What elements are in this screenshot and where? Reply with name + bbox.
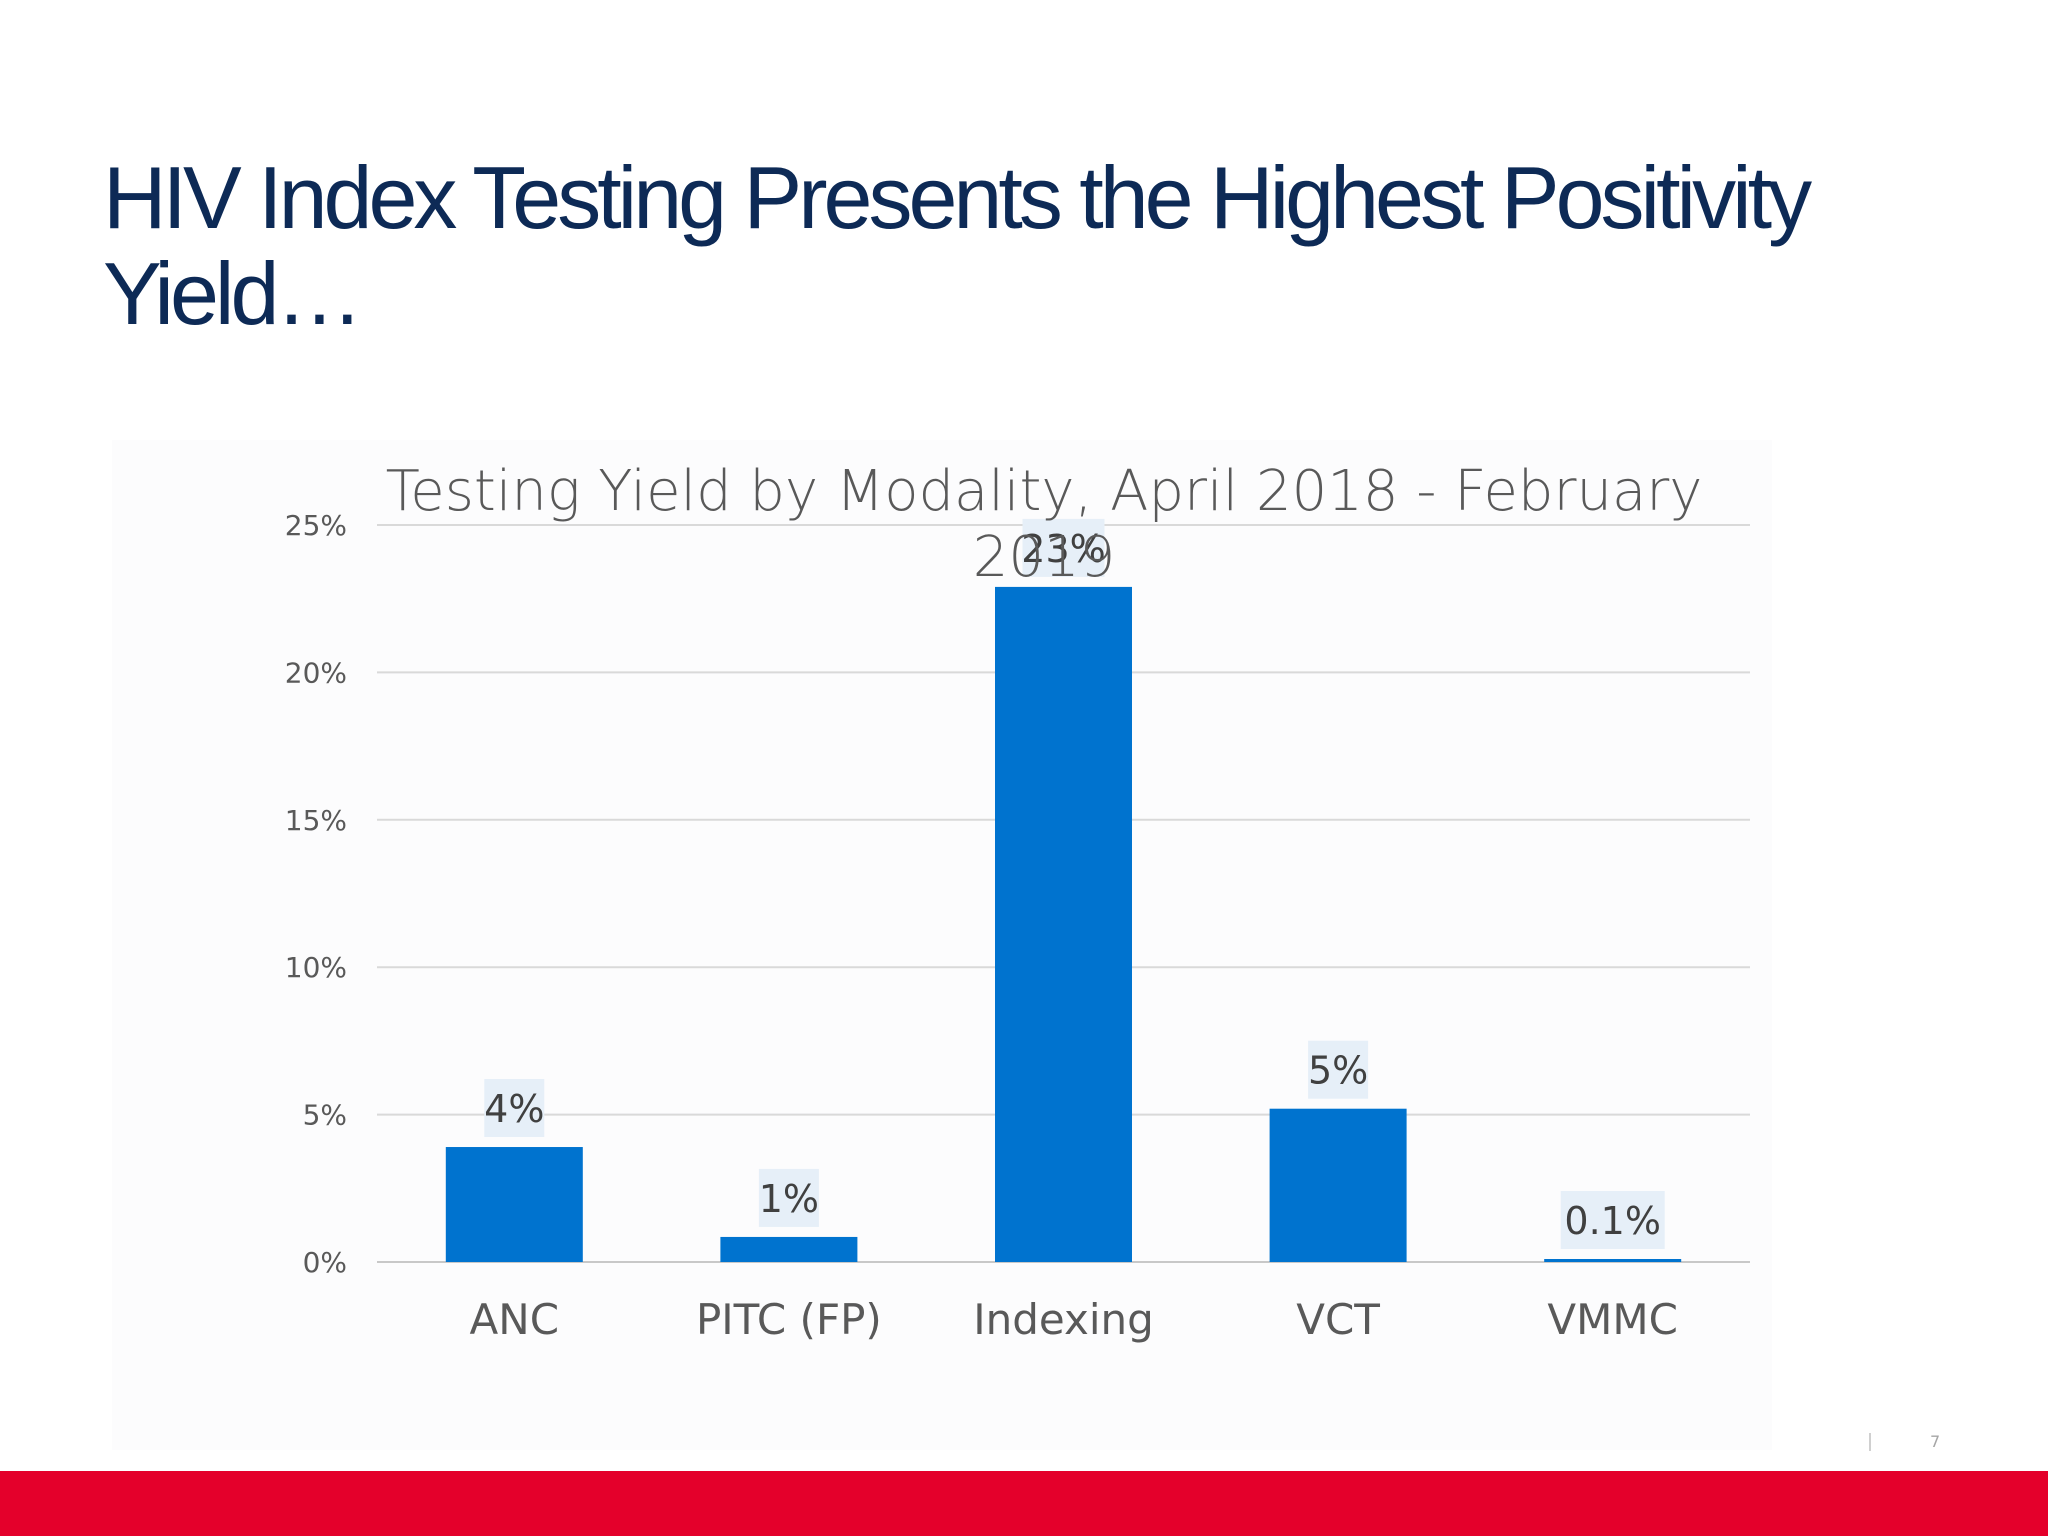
data-label-background xyxy=(1308,1040,1369,1099)
y-tick-label: 10% xyxy=(285,951,347,984)
x-tick-label: ANC xyxy=(470,1295,559,1344)
footer-bar xyxy=(0,1471,2048,1536)
data-label-background xyxy=(1560,1191,1665,1249)
bar-chart: 0% 5% 10% 15% 20% 25% ANC PITC (FP) Indexing VCT… xyxy=(285,459,1750,1344)
data-label-background xyxy=(758,1168,819,1227)
bar xyxy=(445,1147,583,1262)
y-tick-label: 0% xyxy=(303,1246,347,1279)
x-tick-label: VCT xyxy=(1296,1295,1380,1344)
data-label: 0.1% xyxy=(1564,1199,1661,1243)
y-tick-label: 5% xyxy=(303,1099,347,1132)
page-number-divider xyxy=(1869,1433,1871,1451)
bar xyxy=(720,1236,858,1262)
bar xyxy=(995,586,1132,1262)
y-tick-label: 15% xyxy=(285,804,347,837)
bar xyxy=(1269,1108,1407,1262)
page-number: 7 xyxy=(1930,1432,1941,1451)
chart-title-line: Testing Yield by Modality, April 2018 - … xyxy=(386,459,1703,524)
data-labels: 4% 1% 23% 5% 0.1% xyxy=(484,518,1665,1249)
slide-title: HIV Index Testing Presents the Highest P… xyxy=(103,148,1812,343)
chart-panel: 0% 5% 10% 15% 20% 25% ANC PITC (FP) Indexing VCT… xyxy=(112,440,1772,1450)
data-label: 4% xyxy=(484,1087,544,1131)
y-tick-label: 25% xyxy=(285,509,347,542)
x-tick-label: Indexing xyxy=(973,1295,1154,1344)
bar xyxy=(1544,1259,1682,1262)
y-tick-label: 20% xyxy=(285,656,347,689)
x-tick-label: PITC (FP) xyxy=(696,1295,882,1344)
data-label-background xyxy=(484,1079,545,1138)
data-label: 23% xyxy=(1021,527,1105,571)
data-label-background xyxy=(1022,518,1105,577)
y-axis-ticks: 0% 5% 10% 15% 20% 25% xyxy=(285,509,347,1279)
data-label: 5% xyxy=(1308,1049,1368,1093)
chart-title: Testing Yield by Modality, April 2018 - … xyxy=(386,459,1703,590)
data-label: 1% xyxy=(759,1177,819,1221)
x-tick-label: VMMC xyxy=(1547,1295,1678,1344)
x-axis-ticks: ANC PITC (FP) Indexing VCT VMMC xyxy=(470,1295,1678,1344)
chart-title-line: 2019 xyxy=(973,525,1116,590)
bars xyxy=(445,586,1682,1262)
